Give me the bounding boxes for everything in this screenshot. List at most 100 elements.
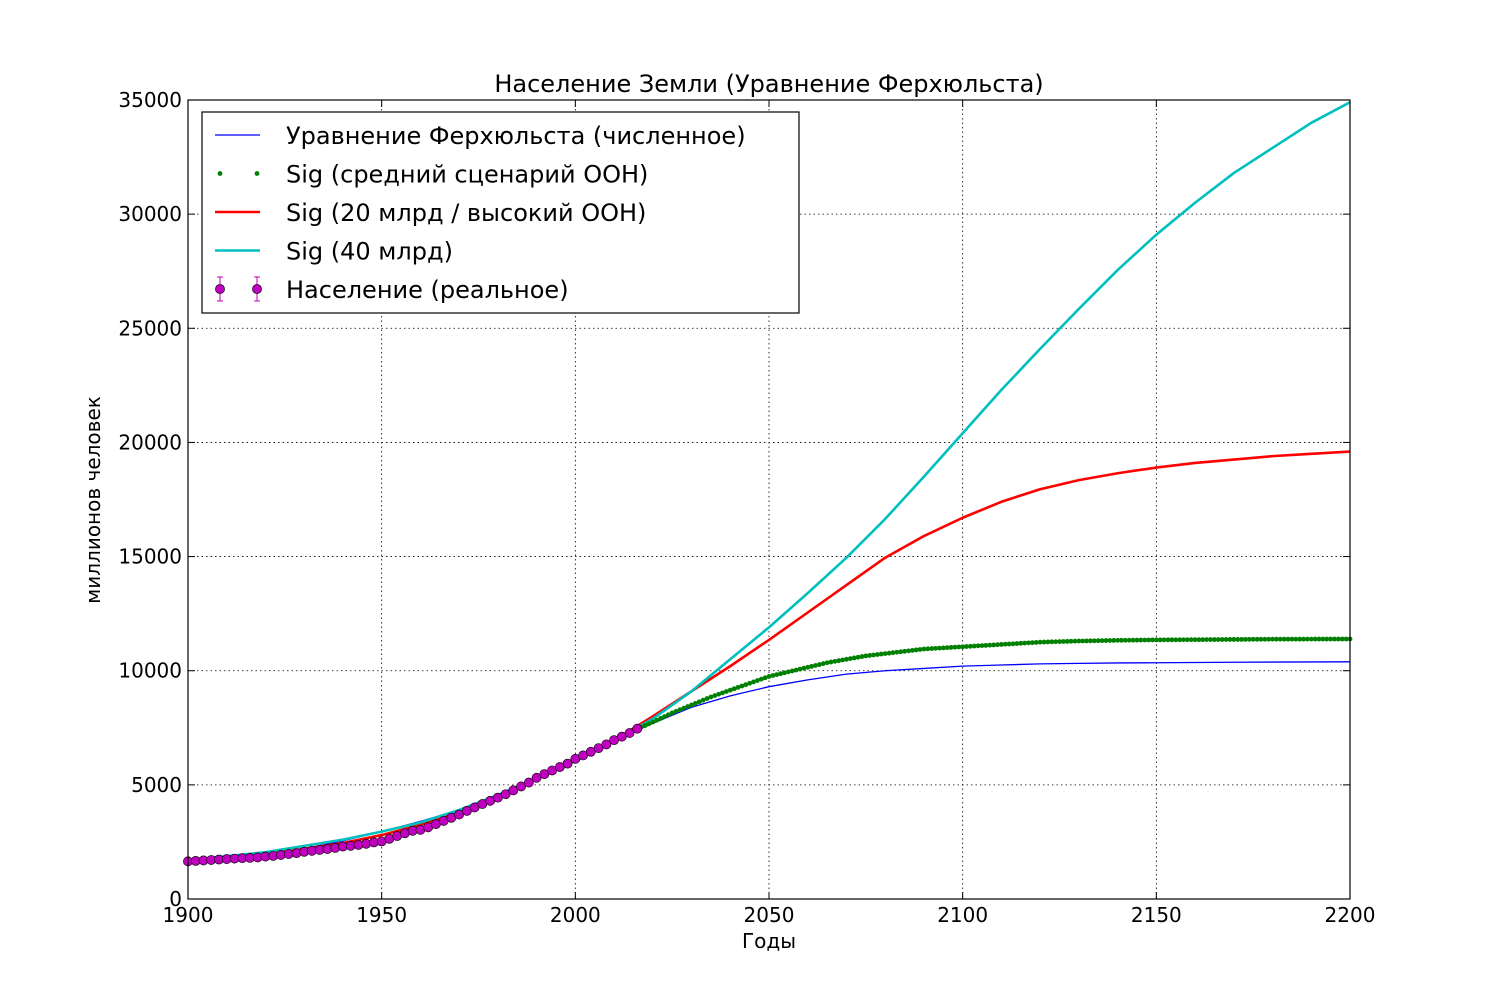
series-dot — [1126, 637, 1132, 643]
series-dot — [836, 658, 842, 664]
series-dot — [754, 678, 760, 683]
series-dot — [1107, 638, 1113, 643]
series-dot — [890, 650, 896, 656]
series-dot — [747, 680, 753, 686]
series-dot — [816, 662, 822, 667]
series-dot — [1161, 637, 1167, 643]
series-dot — [1266, 636, 1272, 642]
series-dot — [716, 691, 722, 697]
series-dot — [960, 644, 966, 650]
series-dot — [665, 712, 671, 718]
series-dot — [1324, 636, 1330, 642]
series-dot — [913, 647, 919, 653]
series-dot — [1002, 641, 1008, 647]
series-dot — [1227, 637, 1233, 642]
series-dot — [1091, 638, 1097, 644]
series-dot — [906, 648, 911, 654]
series-dot — [696, 699, 702, 705]
x-tick-label: 2100 — [937, 903, 988, 927]
series-dot — [995, 642, 1000, 648]
data-marker — [516, 781, 527, 792]
series-dot — [704, 696, 710, 701]
series-dot — [844, 656, 849, 662]
series-dot — [1312, 636, 1318, 642]
series-dot — [1258, 636, 1264, 642]
series-dot — [1223, 637, 1229, 642]
series-dot — [743, 682, 749, 688]
series-dot — [1026, 640, 1031, 646]
series-dot — [1274, 636, 1279, 642]
series-dot — [693, 700, 698, 706]
data-marker — [624, 728, 635, 738]
series-dot — [832, 658, 838, 664]
series-dot — [1301, 636, 1306, 642]
series-dot — [847, 656, 853, 662]
x-tick-label: 2000 — [550, 903, 601, 927]
series-dot — [681, 705, 687, 711]
series-dot — [720, 690, 725, 696]
y-tick-label: 30000 — [118, 202, 182, 226]
series-dot — [1328, 636, 1334, 642]
series-dot — [1270, 636, 1275, 642]
legend-swatch-dot — [217, 171, 223, 176]
series-dot — [654, 717, 660, 723]
series-dot — [650, 719, 656, 725]
series-dot — [1150, 637, 1155, 643]
legend-entry: Sig (40 млрд) — [215, 238, 453, 266]
series-dot — [909, 647, 915, 653]
series-dot — [824, 660, 830, 666]
series-line — [187, 101, 1351, 862]
x-tick-label: 1950 — [356, 903, 407, 927]
series-dot — [1177, 637, 1182, 643]
plot-layer — [183, 101, 1353, 867]
legend-label: Sig (20 млрд / высокий ООН) — [286, 199, 646, 227]
series-dot — [762, 675, 768, 681]
series-dot — [1293, 636, 1299, 642]
series-dot — [1134, 637, 1140, 643]
series-dot — [1215, 637, 1221, 642]
series-dot — [677, 707, 683, 713]
series-dot — [937, 645, 942, 651]
series-line — [187, 450, 1351, 863]
legend-label: Уравнение Ферхюльста (численное) — [286, 122, 746, 150]
series-dot — [968, 643, 973, 649]
series-dot — [669, 710, 675, 716]
legend-label: Население (реальное) — [286, 276, 569, 304]
series-dot — [1231, 637, 1237, 642]
series-dot — [898, 649, 904, 655]
legend-entries: Уравнение Ферхюльста (численное) Sig (сре… — [215, 122, 746, 304]
series-dot — [708, 694, 714, 700]
series-dot — [751, 679, 756, 685]
series-dot — [700, 697, 706, 703]
y-tick-label: 35000 — [118, 88, 182, 112]
series-dot — [1212, 637, 1217, 642]
series-dot — [1068, 638, 1074, 644]
series-dot — [1122, 637, 1128, 643]
series-dot — [971, 643, 977, 649]
series-dot — [813, 663, 818, 668]
series-dot — [952, 644, 958, 650]
series-dot — [673, 708, 679, 714]
series-dot — [1053, 639, 1059, 645]
series-dot — [805, 664, 811, 670]
series-dot — [801, 665, 807, 671]
legend-box — [201, 111, 800, 314]
series-dot — [646, 721, 652, 727]
series-dot — [770, 673, 776, 678]
legend-swatch-marker — [215, 284, 225, 294]
series-dot — [723, 689, 729, 694]
series-dot — [886, 650, 892, 656]
legend-entry: Sig (средний сценарий ООН) — [217, 161, 648, 189]
series-dot — [778, 671, 784, 677]
series-dot — [956, 644, 962, 650]
series-dot — [1188, 637, 1194, 643]
data-marker — [508, 785, 519, 796]
legend: Уравнение Ферхюльста (численное) Sig (сре… — [201, 111, 800, 314]
series-dot — [1246, 636, 1252, 642]
series-dot — [1049, 639, 1055, 645]
series-dot — [739, 683, 745, 689]
series-dot — [1254, 636, 1260, 642]
series-dot — [948, 645, 954, 650]
data-marker — [562, 758, 573, 769]
